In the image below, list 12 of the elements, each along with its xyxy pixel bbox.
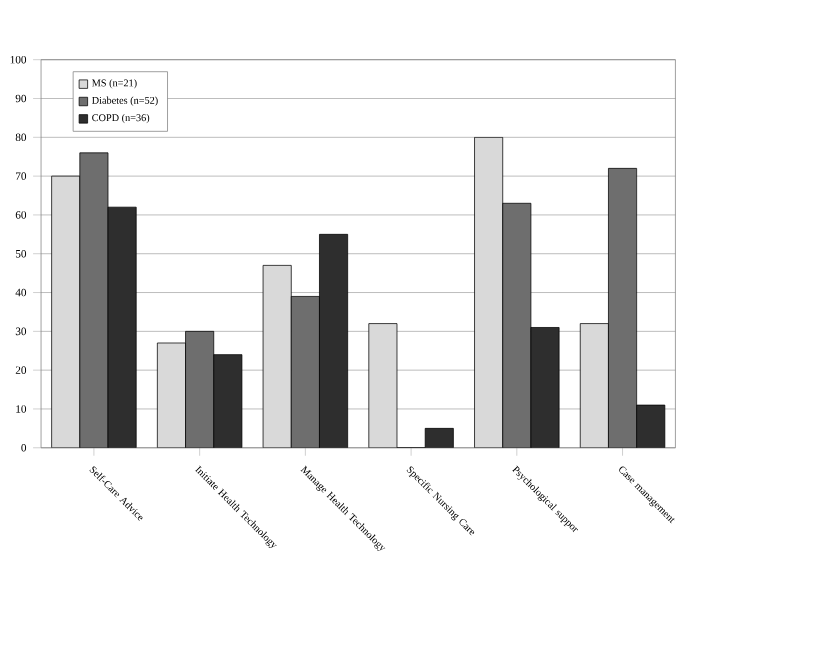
bar [474,137,504,449]
bar [262,265,292,449]
bar [79,152,109,449]
bar [185,331,215,449]
bar [608,168,638,449]
bar [424,428,454,449]
bar [51,176,81,449]
bar [290,296,320,449]
bar [579,323,609,449]
bar [156,343,186,449]
bar [502,203,532,449]
bar [368,323,398,449]
